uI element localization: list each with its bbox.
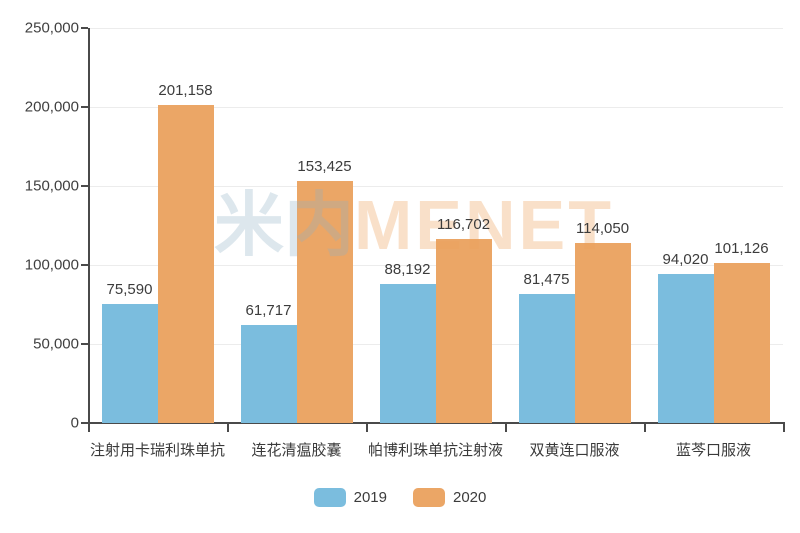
- value-label-2019: 94,020: [662, 251, 709, 269]
- x-axis-tick: [88, 423, 90, 432]
- legend-item-2019[interactable]: 2019: [313, 488, 387, 507]
- value-label-2020: 153,425: [297, 157, 352, 175]
- value-label-2019: 88,192: [384, 260, 431, 278]
- y-axis-tick: [81, 264, 88, 266]
- x-axis-tick: [227, 423, 229, 432]
- y-axis-tick: [81, 343, 88, 345]
- bar-2020[interactable]: [296, 180, 353, 423]
- bar-2019[interactable]: [379, 283, 436, 423]
- bar-2019[interactable]: [101, 303, 158, 423]
- watermark: 米内 MENET: [214, 188, 614, 262]
- legend-label-2020: 2020: [453, 489, 487, 506]
- y-axis-label: 150,000: [24, 177, 79, 195]
- value-label-2019: 81,475: [523, 271, 570, 289]
- y-axis: [88, 28, 90, 423]
- y-axis-tick: [81, 27, 88, 29]
- x-axis-tick: [505, 423, 507, 432]
- bar-2020[interactable]: [713, 263, 770, 423]
- bar-2019[interactable]: [518, 294, 575, 423]
- category-label: 帕博利珠单抗注射液: [367, 442, 504, 459]
- legend-label-2019: 2019: [353, 489, 387, 506]
- gridline: [88, 186, 783, 187]
- bar-2019[interactable]: [657, 274, 714, 423]
- legend-item-2020[interactable]: 2020: [413, 488, 486, 507]
- bar-2020[interactable]: [435, 238, 492, 423]
- legend: 2019 2020: [0, 488, 800, 507]
- bar-2019[interactable]: [240, 325, 297, 423]
- x-axis-tick: [366, 423, 368, 432]
- x-axis-tick: [644, 423, 646, 432]
- y-axis-tick: [81, 106, 88, 108]
- gridline: [88, 107, 783, 108]
- y-axis-tick: [81, 422, 88, 424]
- y-axis-label: 0: [70, 414, 79, 432]
- legend-swatch-2020: [413, 488, 445, 507]
- y-axis-label: 250,000: [24, 19, 79, 37]
- category-label: 连花清瘟胶囊: [251, 442, 342, 459]
- y-axis-label: 200,000: [24, 98, 79, 116]
- category-label: 注射用卡瑞利珠单抗: [89, 442, 226, 459]
- value-label-2019: 75,590: [106, 280, 153, 298]
- legend-swatch-2019: [313, 488, 346, 507]
- y-axis-label: 50,000: [33, 335, 79, 353]
- bar-2020[interactable]: [157, 105, 214, 423]
- value-label-2019: 61,717: [245, 302, 292, 320]
- y-axis-label: 100,000: [24, 256, 79, 274]
- y-axis-tick: [81, 185, 88, 187]
- value-label-2020: 101,126: [714, 240, 769, 258]
- value-label-2020: 114,050: [575, 219, 630, 237]
- value-label-2020: 201,158: [158, 82, 213, 100]
- bar-2020[interactable]: [574, 242, 631, 423]
- gridline: [88, 28, 783, 29]
- x-axis: [88, 422, 785, 424]
- value-label-2020: 116,702: [436, 215, 491, 233]
- x-axis-tick: [783, 423, 785, 432]
- category-label: 蓝芩口服液: [675, 442, 752, 459]
- category-label: 双黄连口服液: [529, 442, 620, 459]
